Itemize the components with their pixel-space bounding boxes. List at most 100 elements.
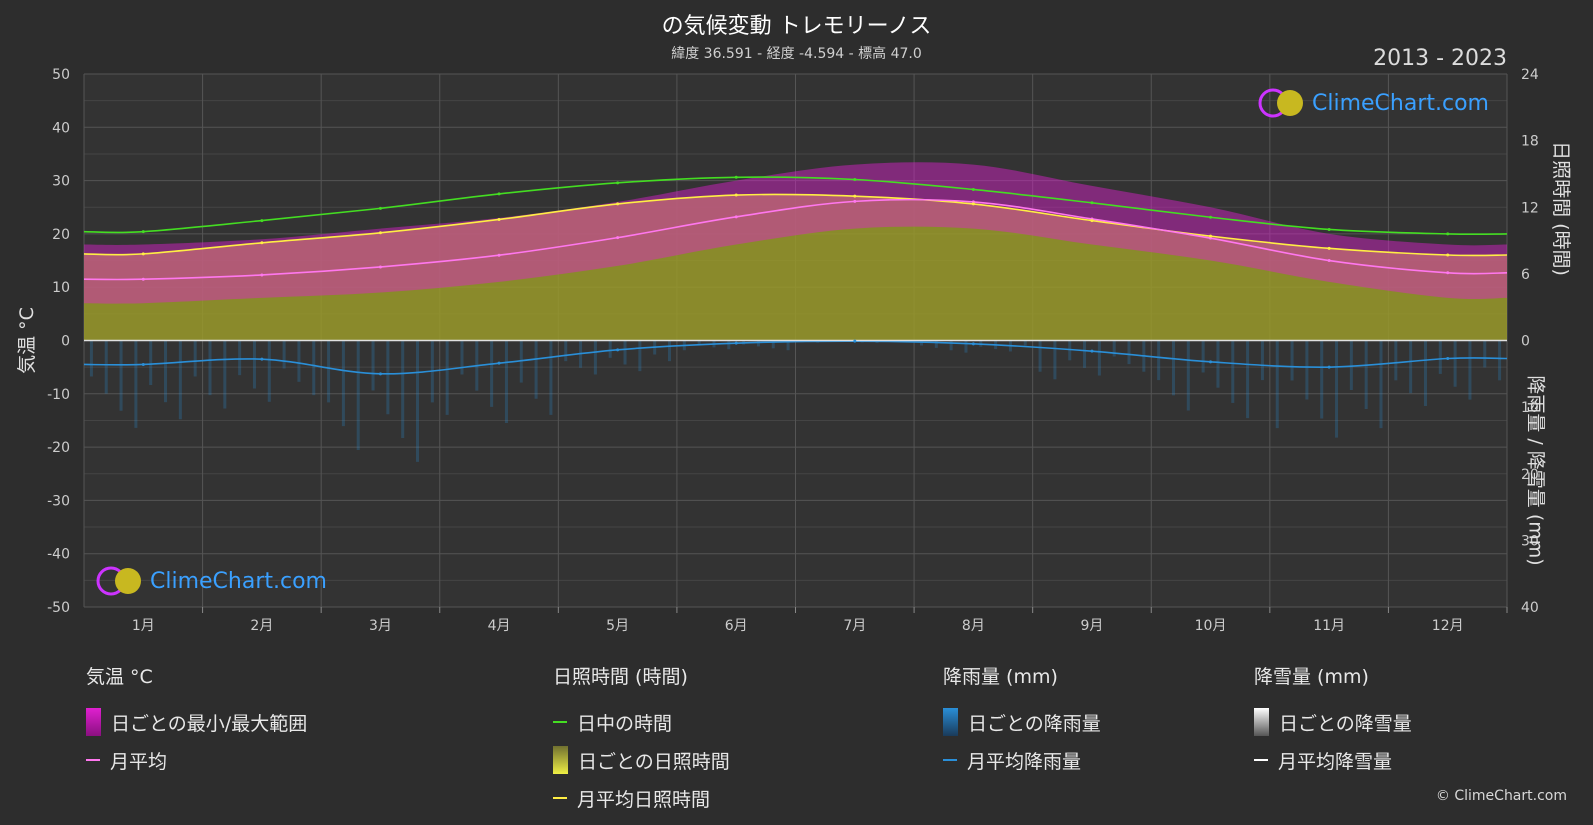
legend-swatch [943,708,958,736]
daylight-point [1090,201,1094,205]
legend-heading: 降雪量 (mm) [1254,666,1369,688]
rain-avg-point [1209,360,1213,364]
legend-item: 月平均降雨量 [943,741,1101,779]
y-tick-left: -10 [47,387,70,403]
y-axis-right-bottom-title: 降雨量 / 降雪量 (mm) [1524,375,1547,566]
temperature-avg-point [260,273,264,277]
rain-avg-point [141,362,145,366]
y-tick-left: 20 [52,227,70,243]
legend-label: 日ごとの日照時間 [578,750,730,773]
legend-swatch [553,746,568,774]
y-tick-right-sunshine: 0 [1521,334,1530,350]
legend-label: 月平均日照時間 [577,788,711,811]
daylight-point [497,192,501,196]
x-tick-label: 3月 [369,618,392,634]
sunshine-avg-point [616,202,620,206]
sunshine-avg-point [260,241,264,245]
x-tick-label: 12月 [1432,618,1464,634]
legend-swatch [1254,708,1269,736]
chart-lines [83,175,1508,376]
rain-avg-point [260,357,264,361]
legend-label: 日中の時間 [577,712,673,735]
y-tick-left: -30 [47,493,70,509]
legend-swatch [86,708,101,736]
legend-label: 日ごとの降雪量 [1279,712,1412,735]
logo-bottom[interactable]: ClimeChart.com [96,564,327,598]
temperature-avg-point [853,199,857,203]
y-tick-right-precip: 20 [1521,467,1539,483]
legend-swatch [1254,759,1268,761]
sunshine-avg-point [971,202,975,206]
sunshine-avg-point [1327,246,1331,250]
legend-heading: 気温 °C [86,666,153,688]
chart-title: の気候変動 トレモリーノス [661,14,932,39]
temperature-avg-point [497,253,501,257]
y-tick-right-sunshine: 12 [1521,200,1539,216]
x-tick-label: 6月 [725,618,748,634]
y-tick-left: 30 [52,174,70,190]
logo-text: ClimeChart.com [1312,90,1489,116]
sunshine-avg-point [734,193,738,197]
sunshine-area [84,194,1507,341]
rain-avg-point [1090,349,1094,353]
legend-item: 日ごとの日照時間 [553,741,730,779]
sunshine-avg-point [1090,219,1094,223]
temperature-avg-point [1327,259,1331,263]
legend-swatch [943,759,957,761]
legend-item: 月平均日照時間 [553,779,730,817]
legend-item: 月平均降雪量 [1254,741,1412,779]
copyright: © ClimeChart.com [1435,788,1567,804]
y-tick-right-precip: 30 [1521,533,1539,549]
temperature-avg-point [378,265,382,269]
logo-icon [1258,88,1303,118]
x-tick-label: 1月 [132,618,155,634]
logo-text: ClimeChart.com [150,568,327,594]
legend-heading: 日照時間 (時間) [553,666,688,688]
y-tick-right-sunshine: 6 [1521,267,1530,283]
x-tick-label: 10月 [1195,618,1227,634]
legend-label: 月平均降雪量 [1278,750,1393,773]
temperature-avg-point [141,277,145,281]
legend-item: 日ごとの最小/最大範囲 [86,703,307,741]
sunshine-avg-point [141,252,145,256]
daylight-point [1446,232,1450,236]
x-tick-label: 7月 [843,618,866,634]
sunshine-avg-point [1446,253,1450,257]
daylight-point [853,177,857,181]
sunshine-avg-line [83,193,1508,257]
rain-avg-point [616,348,620,352]
y-tick-right-precip: 10 [1521,400,1539,416]
daylight-point [616,181,620,185]
rain-avg-point [497,361,501,365]
daylight-point [734,175,738,179]
rain-avg-point [1327,365,1331,369]
y-tick-right-sunshine: 18 [1521,134,1539,150]
x-tick-label: 5月 [606,618,629,634]
y-tick-left: -50 [47,600,70,616]
sunshine-avg-point [853,194,857,198]
legend-swatch [553,797,567,799]
daylight-point [1327,227,1331,231]
legend-item: 日ごとの降雨量 [943,703,1101,741]
legend-sunshine: 日照時間 (時間) 日中の時間 日ごとの日照時間 月平均日照時間 [553,662,730,817]
logo-top[interactable]: ClimeChart.com [1258,86,1489,120]
daylight-line [83,176,1508,236]
temperature-avg-point [1446,271,1450,275]
y-tick-left: 40 [52,120,70,136]
sunshine-avg-point [497,217,501,221]
y-axis-left-title: 気温 °C [15,307,38,374]
legend-swatch [553,721,567,723]
daylight-point [378,206,382,210]
x-tick-label: 8月 [962,618,985,634]
x-tick-label: 4月 [488,618,511,634]
rain-avg-line [83,340,1508,375]
y-tick-left: -40 [47,547,70,563]
legend-temperature: 気温 °C 日ごとの最小/最大範囲 月平均 [86,662,307,779]
legend-swatch [86,759,100,761]
y-tick-left: 50 [52,67,70,83]
legend-heading: 降雨量 (mm) [943,666,1058,688]
y-tick-right-precip: 40 [1521,600,1539,616]
legend-item: 月平均 [86,741,307,779]
y-tick-left: 10 [52,280,70,296]
x-tick-label: 11月 [1313,618,1345,634]
